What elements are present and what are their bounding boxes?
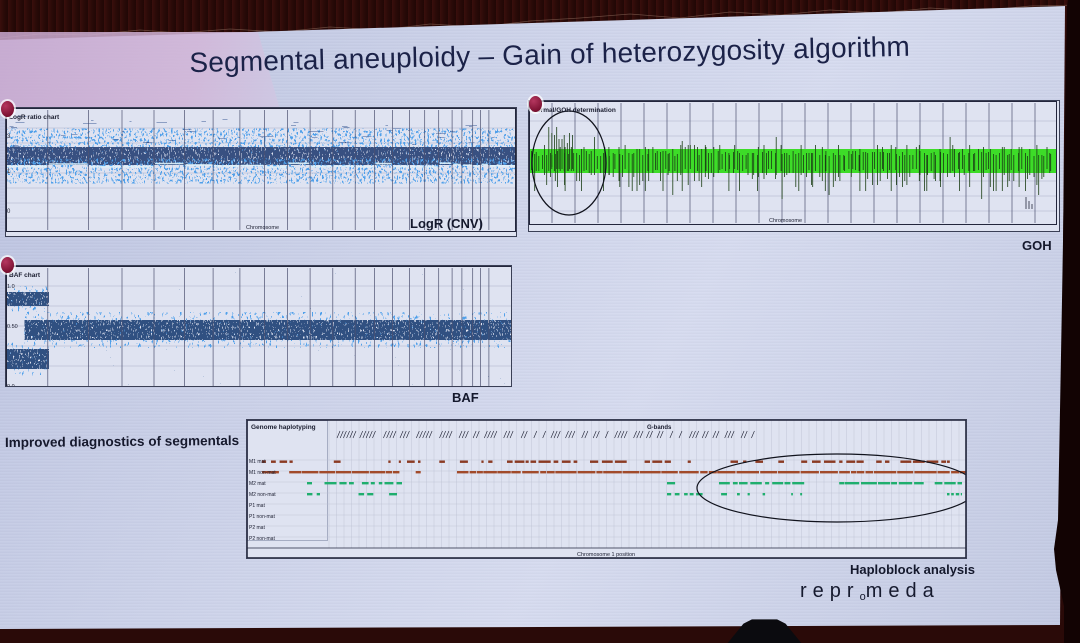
svg-text:M1 mat: M1 mat [249,459,266,465]
svg-text:M2 non-mat: M2 non-mat [249,492,276,498]
svg-text:P2 mat: P2 mat [249,525,265,531]
svg-text:Normal/GOH determination: Normal/GOH determination [532,107,616,114]
svg-text:1.0: 1.0 [7,284,15,290]
svg-text:P2 non-mat: P2 non-mat [249,536,275,542]
svg-text:M1 non-mat: M1 non-mat [249,470,276,476]
svg-text:Chromosome 1 position: Chromosome 1 position [577,552,635,558]
svg-text:Chromosome: Chromosome [246,225,279,231]
svg-text:P1 mat: P1 mat [249,503,265,509]
svg-text:0: 0 [7,209,11,215]
svg-text:0.0: 0.0 [7,384,15,387]
svg-text:M2 mat: M2 mat [249,481,266,487]
svg-text:Genome haplotyping: Genome haplotyping [251,424,316,431]
svg-text:LogR ratio chart: LogR ratio chart [9,114,60,121]
svg-text:BAF chart: BAF chart [9,272,41,279]
svg-text:P1 non-mat: P1 non-mat [249,514,275,520]
svg-text:Chromosome: Chromosome [769,218,802,224]
svg-text:0.50: 0.50 [7,324,18,330]
svg-text:G-bands: G-bands [647,425,672,431]
svg-text:Chromosome: Chromosome [246,386,279,387]
